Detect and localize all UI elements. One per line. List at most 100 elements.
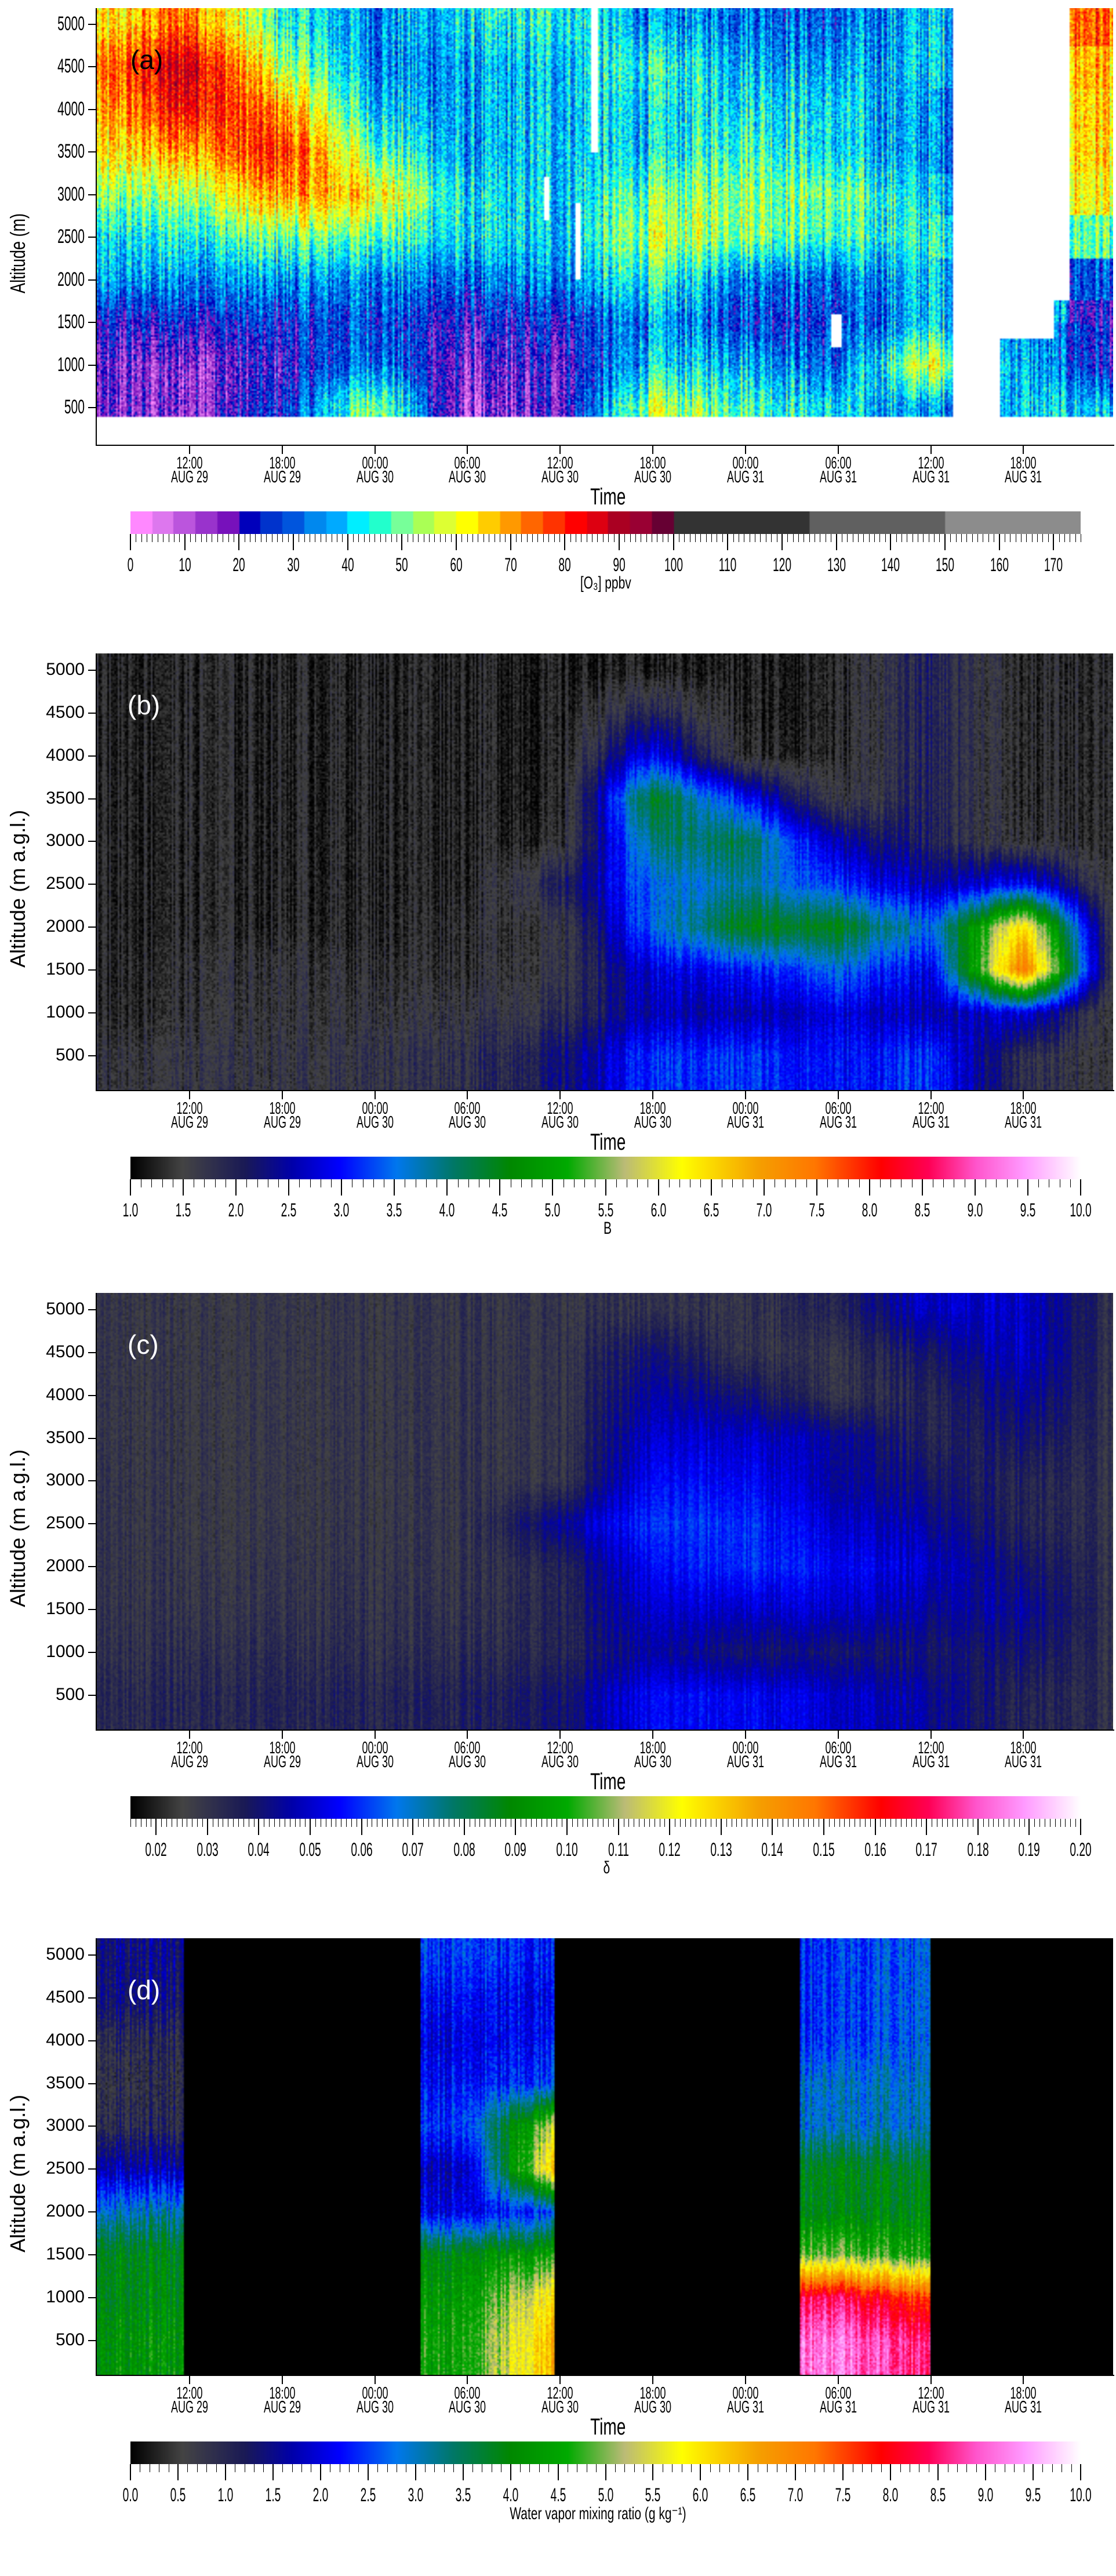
y-tick-mark	[88, 1651, 96, 1653]
colorbar-minor-tick	[559, 534, 560, 542]
colorbar-minor-tick	[966, 2464, 968, 2472]
colorbar-major-tick	[1053, 534, 1055, 550]
colorbar-minor-tick	[1037, 534, 1038, 542]
colorbar-minor-tick	[1034, 1819, 1035, 1827]
x-tick-time: 06:00	[825, 1739, 852, 1757]
colorbar-minor-tick	[700, 1179, 701, 1187]
colorbar-minor-tick	[521, 1179, 522, 1187]
colorbar-minor-tick	[1013, 1819, 1015, 1827]
colorbar-minor-tick	[828, 1819, 830, 1827]
colorbar-minor-tick	[426, 1179, 427, 1187]
colorbar-tick-label: 8.5	[930, 2484, 946, 2505]
colorbar-minor-tick	[195, 534, 197, 542]
colorbar-minor-tick	[616, 1179, 617, 1187]
x-tick-mark	[467, 2376, 468, 2384]
x-tick-mark	[652, 1731, 654, 1739]
colorbar-minor-tick	[700, 534, 701, 542]
x-tick-time: 00:00	[362, 2384, 388, 2403]
colorbar-minor-tick	[570, 534, 571, 542]
x-tick-mark	[281, 1731, 283, 1739]
colorbar-major-tick	[720, 1819, 722, 1835]
colorbar-major-tick	[727, 534, 729, 550]
colorbar-minor-tick	[691, 2464, 692, 2472]
colorbar-major-tick	[557, 2464, 559, 2480]
colorbar-minor-tick	[597, 534, 598, 542]
colorbar-minor-tick	[722, 534, 723, 542]
y-tick-mark	[88, 2297, 96, 2298]
colorbar-tick-label: 8.5	[914, 1200, 930, 1220]
x-axis-line	[96, 2375, 1114, 2376]
x-tick-date: AUG 30	[449, 468, 486, 486]
colorbar-minor-tick	[715, 1819, 717, 1827]
colorbar-minor-tick	[434, 2464, 435, 2472]
colorbar-minor-tick	[859, 1179, 860, 1187]
panel-label: (b)	[128, 690, 161, 720]
colorbar-tick-label: 80	[558, 554, 571, 575]
x-tick-mark	[930, 2376, 932, 2384]
colorbar-minor-tick	[805, 2464, 806, 2472]
colorbar-minor-tick	[444, 2464, 445, 2472]
colorbar-minor-tick	[1039, 1819, 1041, 1827]
x-tick-mark	[930, 1731, 932, 1739]
colorbar-minor-tick	[392, 1819, 393, 1827]
panel-b-backscatter-ratio: (b) 500 1000 1500 2000 2500 3000 3500 4000 4500 50…	[0, 653, 1116, 1291]
colorbar-major-tick	[564, 534, 566, 550]
y-tick-mark	[88, 969, 96, 971]
y-tick-mark	[88, 1351, 96, 1353]
colorbar-major-tick	[657, 1179, 659, 1196]
colorbar-tick-label: 0.02	[145, 1839, 167, 1860]
colorbar-minor-tick	[369, 534, 370, 542]
colorbar-minor-tick	[934, 534, 935, 542]
colorbar-minor-tick	[453, 2464, 455, 2472]
colorbar-minor-tick	[467, 534, 468, 542]
colorbar-minor-tick	[233, 1819, 234, 1827]
x-tick-mark	[188, 446, 190, 454]
colorbar-minor-tick	[646, 534, 647, 542]
colorbar-major-tick	[319, 2464, 321, 2480]
colorbar-minor-tick	[762, 1819, 763, 1827]
colorbar-major-tick	[272, 2464, 274, 2480]
y-tick-mark	[88, 2040, 96, 2041]
colorbar-minor-tick	[130, 1819, 131, 1827]
colorbar-b	[130, 1157, 1081, 1179]
x-tick-date: AUG 30	[541, 1113, 579, 1132]
x-tick-date: AUG 30	[541, 468, 579, 486]
colorbar-minor-tick	[536, 1819, 537, 1827]
y-tick-mark	[88, 1309, 96, 1310]
colorbar-minor-tick	[541, 1819, 542, 1827]
colorbar-major-tick	[842, 2464, 844, 2480]
colorbar-minor-tick	[352, 534, 354, 542]
colorbar-minor-tick	[787, 534, 788, 542]
colorbar-c	[130, 1796, 1081, 1819]
colorbar-tick-label: 50	[395, 554, 408, 575]
colorbar-tick-label: 2.0	[312, 2484, 329, 2505]
colorbar-minor-tick	[201, 534, 202, 542]
x-axis-line	[96, 1730, 1114, 1731]
x-tick-mark	[559, 1731, 561, 1739]
colorbar-minor-tick	[864, 1819, 866, 1827]
y-tick-label: 5000	[46, 1944, 85, 1964]
x-tick-time: 06:00	[454, 1739, 481, 1757]
colorbar-tick-label: 0.06	[350, 1839, 373, 1860]
colorbar-minor-tick	[539, 2464, 540, 2472]
colorbar-minor-tick	[358, 534, 359, 542]
colorbar-minor-tick	[785, 1179, 786, 1187]
colorbar-minor-tick	[947, 1819, 948, 1827]
colorbar-minor-tick	[257, 1179, 258, 1187]
colorbar-minor-tick	[630, 534, 631, 542]
y-tick-label: 1500	[46, 2244, 85, 2264]
colorbar-minor-tick	[425, 2464, 426, 2472]
colorbar-minor-tick	[459, 1819, 460, 1827]
heatmap-plot-area	[97, 1293, 1113, 1730]
colorbar-major-tick	[977, 1819, 979, 1835]
colorbar-minor-tick	[711, 534, 713, 542]
x-tick-mark	[744, 446, 746, 454]
colorbar-tick-label: 0.07	[402, 1839, 424, 1860]
x-tick-mark	[559, 2376, 561, 2384]
y-tick-label: 3000	[57, 183, 85, 205]
colorbar-minor-tick	[489, 1179, 490, 1187]
colorbar-minor-tick	[988, 534, 989, 542]
x-tick-date: AUG 29	[263, 468, 301, 486]
x-tick-time: 12:00	[547, 2384, 573, 2403]
x-tick-date: AUG 30	[634, 1113, 672, 1132]
